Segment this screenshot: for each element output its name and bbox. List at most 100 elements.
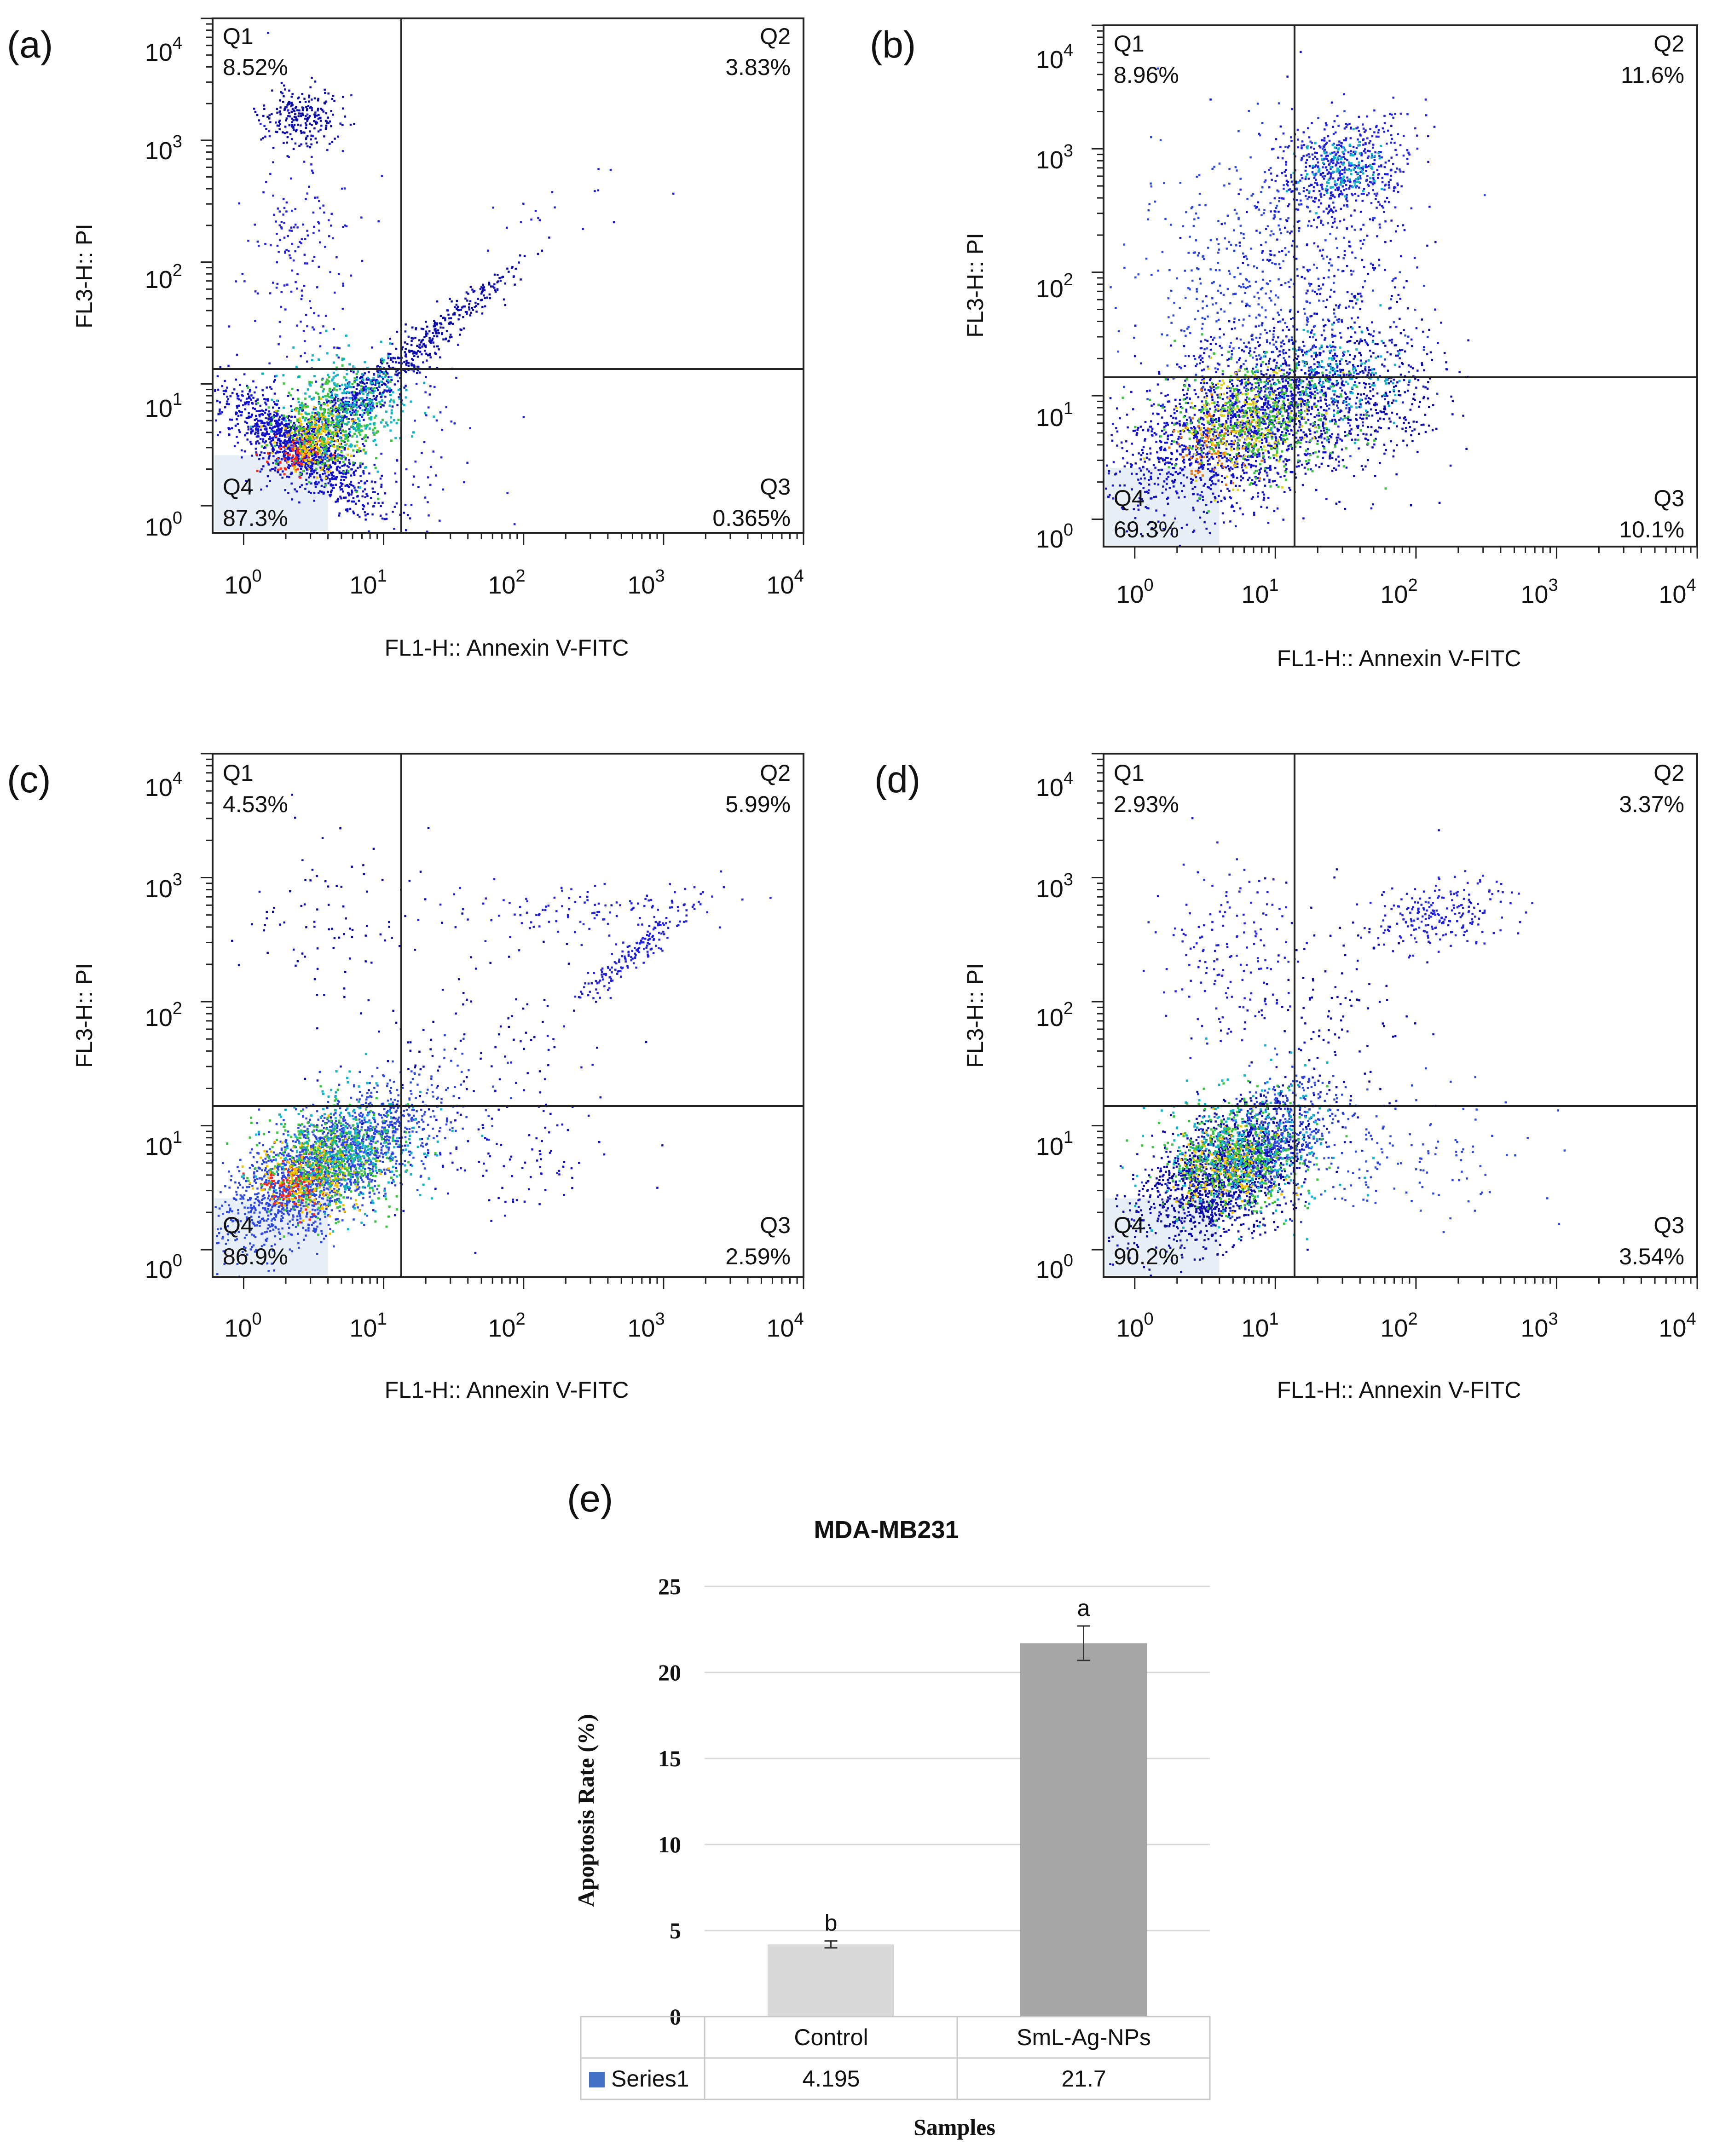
event-dot — [1179, 433, 1182, 435]
event-dot — [1342, 354, 1345, 356]
event-dot — [297, 246, 300, 248]
event-dot — [1160, 446, 1162, 449]
event-dot — [312, 451, 315, 454]
event-dot — [1163, 514, 1166, 517]
event-dot — [427, 501, 429, 503]
event-dot — [1339, 370, 1342, 373]
event-dot — [1297, 405, 1299, 408]
event-dot — [288, 124, 291, 127]
event-dot — [278, 321, 281, 323]
event-dot — [1140, 454, 1143, 456]
event-dot — [271, 428, 273, 430]
event-dot — [1185, 409, 1188, 411]
event-dot — [416, 352, 418, 354]
event-dot — [326, 460, 329, 462]
event-dot — [416, 369, 419, 372]
event-dot — [1244, 346, 1247, 348]
event-dot — [514, 283, 516, 286]
event-dot — [1227, 459, 1230, 461]
event-dot — [302, 427, 305, 429]
event-dot — [301, 437, 304, 440]
event-dot — [294, 113, 296, 115]
event-dot — [455, 376, 457, 379]
event-dot — [336, 435, 339, 438]
event-dot — [418, 371, 421, 374]
event-dot — [1246, 396, 1248, 399]
event-dot — [520, 221, 522, 223]
event-dot — [298, 461, 301, 464]
event-dot — [282, 406, 285, 409]
event-dot — [1252, 425, 1254, 427]
x-tick-label-3: 103 — [627, 566, 665, 599]
event-dot — [304, 419, 306, 422]
event-dot — [1211, 467, 1214, 470]
event-dot — [520, 278, 522, 281]
event-dot — [1181, 490, 1183, 492]
event-dot — [1197, 461, 1199, 464]
event-dot — [1150, 472, 1153, 474]
event-dot — [1227, 433, 1229, 436]
event-dot — [336, 500, 339, 502]
event-dot — [301, 112, 304, 115]
event-dot — [1175, 441, 1178, 444]
event-dot — [377, 374, 380, 377]
event-dot — [1130, 466, 1133, 468]
event-dot — [1316, 366, 1319, 369]
event-dot — [1175, 490, 1178, 493]
event-dot — [322, 423, 325, 426]
event-dot — [1209, 420, 1212, 422]
event-dot — [356, 383, 359, 386]
event-dot — [297, 425, 300, 428]
event-dot — [376, 381, 378, 384]
event-dot — [236, 353, 238, 356]
event-dot — [329, 424, 332, 427]
event-dot — [407, 362, 410, 364]
event-dot — [304, 392, 307, 395]
event-dot — [284, 126, 287, 128]
event-dot — [341, 421, 344, 424]
event-dot — [1220, 475, 1223, 477]
event-dot — [364, 405, 367, 408]
event-dot — [356, 410, 359, 413]
event-dot — [424, 346, 427, 348]
event-dot — [308, 443, 311, 445]
event-dot — [1275, 394, 1278, 397]
event-dot — [1267, 387, 1270, 390]
event-dot — [294, 250, 296, 253]
event-dot — [353, 419, 356, 421]
event-dot — [1148, 479, 1150, 481]
event-dot — [327, 423, 329, 426]
event-dot — [1193, 530, 1196, 532]
event-dot — [308, 100, 310, 103]
event-dot — [1122, 457, 1124, 460]
event-dot — [404, 355, 407, 357]
event-dot — [260, 420, 262, 422]
event-dot — [278, 121, 280, 123]
event-dot — [301, 457, 304, 460]
event-dot — [1167, 438, 1169, 440]
event-dot — [321, 378, 324, 381]
event-dot — [1224, 477, 1226, 479]
event-dot — [307, 461, 310, 464]
event-dot — [1250, 435, 1252, 438]
event-dot — [425, 321, 427, 323]
event-dot — [294, 470, 297, 473]
event-dot — [406, 361, 408, 364]
event-dot — [1230, 506, 1233, 508]
event-dot — [1280, 426, 1282, 428]
event-dot — [284, 454, 287, 457]
event-dot — [360, 391, 363, 393]
event-dot — [1151, 427, 1154, 430]
event-dot — [1297, 364, 1300, 366]
event-dot — [1142, 466, 1145, 468]
event-dot — [364, 434, 367, 437]
event-dot — [353, 391, 355, 393]
event-dot — [296, 463, 299, 466]
event-dot — [390, 376, 393, 379]
event-dot — [432, 450, 435, 453]
event-dot — [1247, 455, 1249, 458]
event-dot — [328, 473, 330, 476]
event-dot — [347, 421, 350, 424]
event-dot — [301, 289, 303, 292]
event-dot — [1141, 498, 1143, 501]
